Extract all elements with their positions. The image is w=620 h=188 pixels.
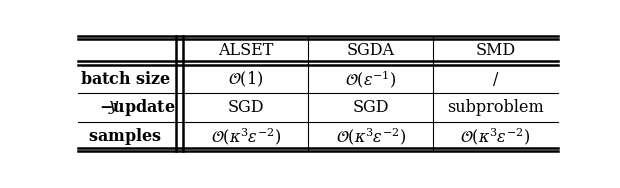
- Text: /: /: [493, 70, 498, 88]
- Text: SMD: SMD: [476, 42, 516, 59]
- Text: $\mathbf{samples}$: $\mathbf{samples}$: [89, 126, 162, 147]
- Text: $\mathcal{O}(1)$: $\mathcal{O}(1)$: [228, 69, 264, 89]
- Text: $\mathcal{O}(\epsilon^{-1})$: $\mathcal{O}(\epsilon^{-1})$: [345, 68, 396, 90]
- Text: ALSET: ALSET: [218, 42, 273, 59]
- Text: $\mathcal{O}(\kappa^3\epsilon^{-2})$: $\mathcal{O}(\kappa^3\epsilon^{-2})$: [461, 127, 531, 147]
- Text: $\mathbf{batch\ size}$: $\mathbf{batch\ size}$: [80, 70, 171, 88]
- Text: $y$: $y$: [108, 99, 120, 117]
- Text: $\mathcal{O}(\kappa^3\epsilon^{-2})$: $\mathcal{O}(\kappa^3\epsilon^{-2})$: [335, 127, 405, 147]
- Text: SGDA: SGDA: [347, 42, 394, 59]
- Text: SGD: SGD: [352, 99, 389, 117]
- Text: SGD: SGD: [228, 99, 264, 117]
- Text: subproblem: subproblem: [447, 99, 544, 117]
- Text: $\mathcal{O}(\kappa^3\epsilon^{-2})$: $\mathcal{O}(\kappa^3\epsilon^{-2})$: [211, 127, 281, 147]
- Text: $\mathbf{\mathbf{-update}}$: $\mathbf{\mathbf{-update}}$: [99, 97, 176, 118]
